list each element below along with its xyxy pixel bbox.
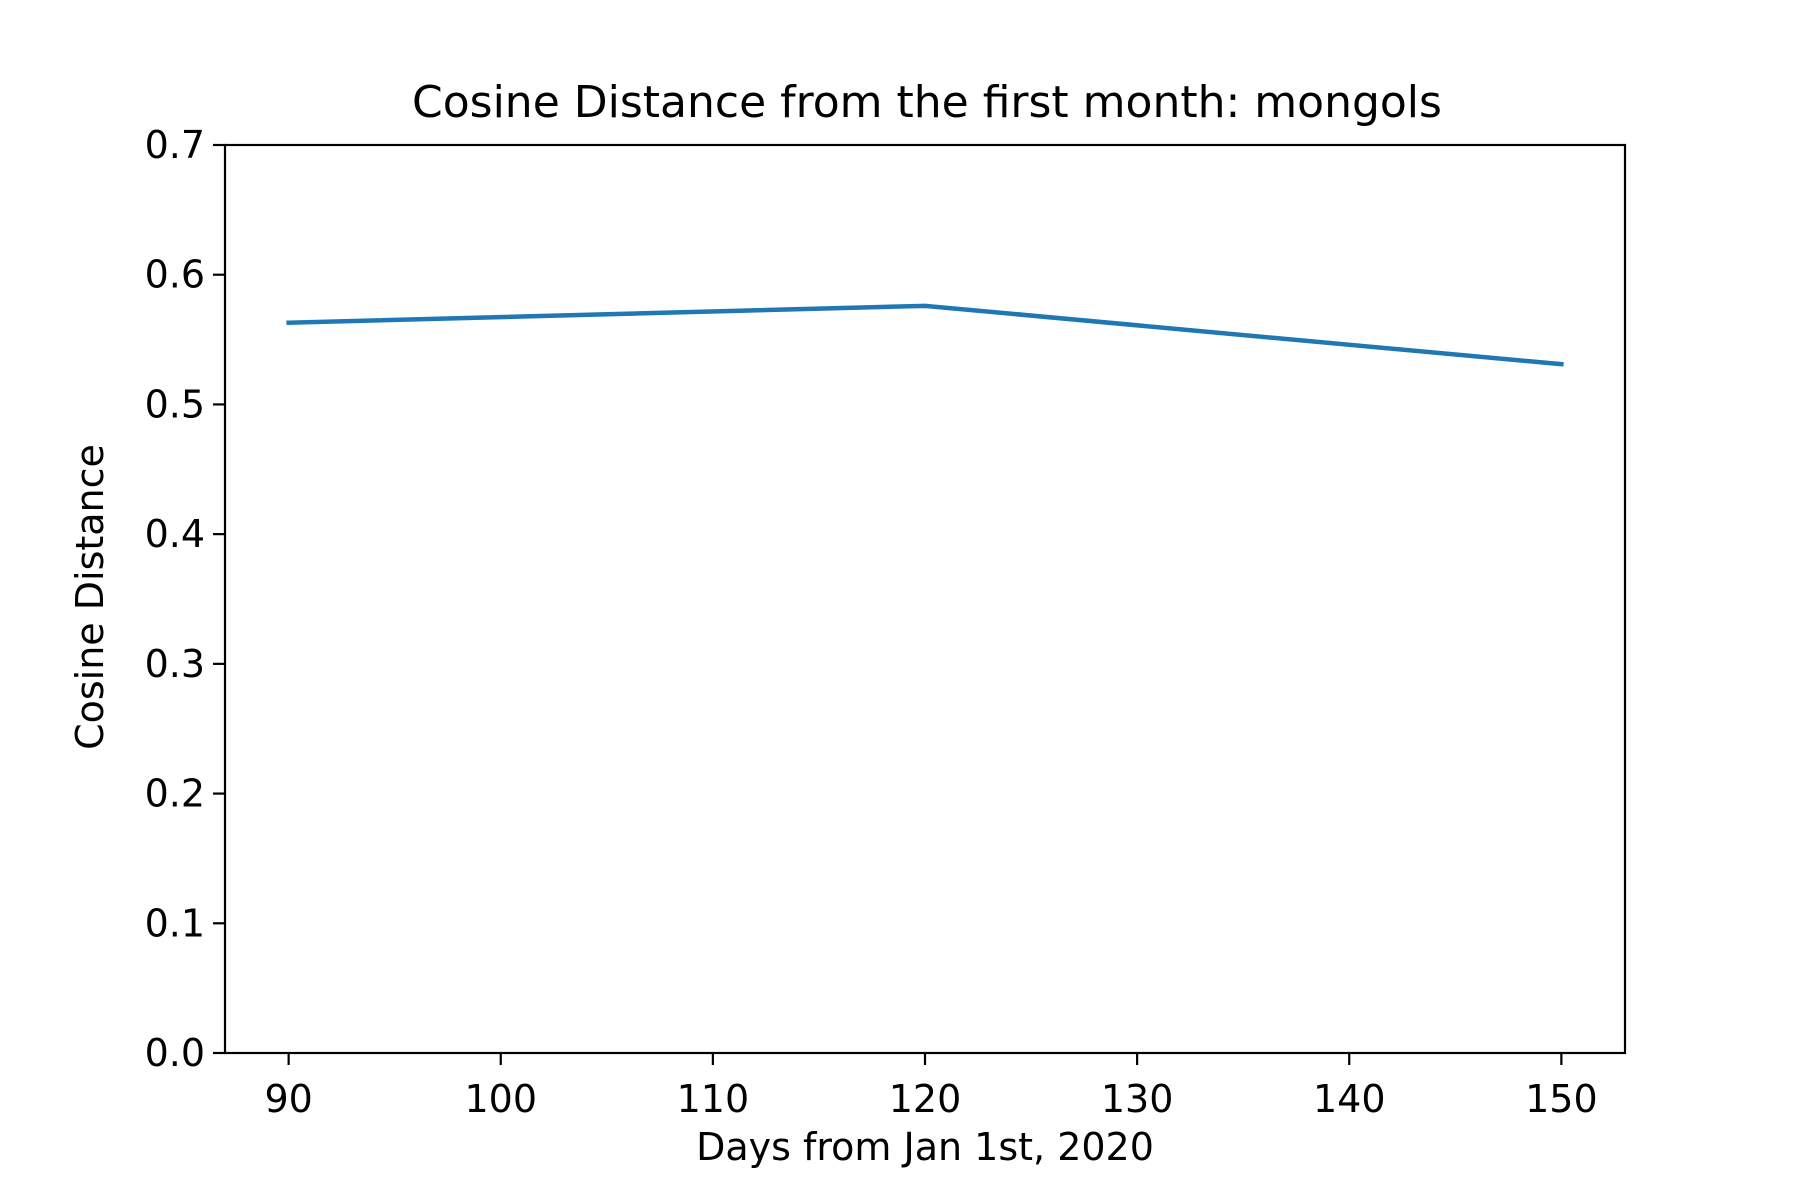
x-tick-label: 150 [1525,1077,1598,1121]
y-axis-label: Cosine Distance [68,444,112,750]
plot-area: 0.0 0.1 0.2 0.3 0.4 0.5 0.6 0.7 90 100 110 120 130 14… [145,123,1627,1121]
x-tick-label: 100 [464,1077,537,1121]
x-tick-label: 110 [677,1077,750,1121]
series-line [286,303,1564,367]
x-tick-label: 90 [264,1077,312,1121]
y-tick-label: 0.2 [145,772,205,816]
y-tick-label: 0.7 [145,123,205,167]
x-tick-label: 120 [889,1077,962,1121]
x-tick-label: 140 [1313,1077,1386,1121]
x-tick-label: 130 [1101,1077,1174,1121]
y-tick-label: 0.5 [145,382,205,426]
y-tick-label: 0.0 [145,1031,205,1075]
y-tick-label: 0.1 [145,901,205,945]
y-tick-label: 0.4 [145,512,205,556]
x-axis-label: Days from Jan 1st, 2020 [696,1125,1154,1169]
chart-title: Cosine Distance from the first month: mo… [412,77,1442,128]
y-tick-label: 0.3 [145,642,205,686]
axes-frame [223,143,1627,1055]
y-tick-label: 0.6 [145,253,205,297]
